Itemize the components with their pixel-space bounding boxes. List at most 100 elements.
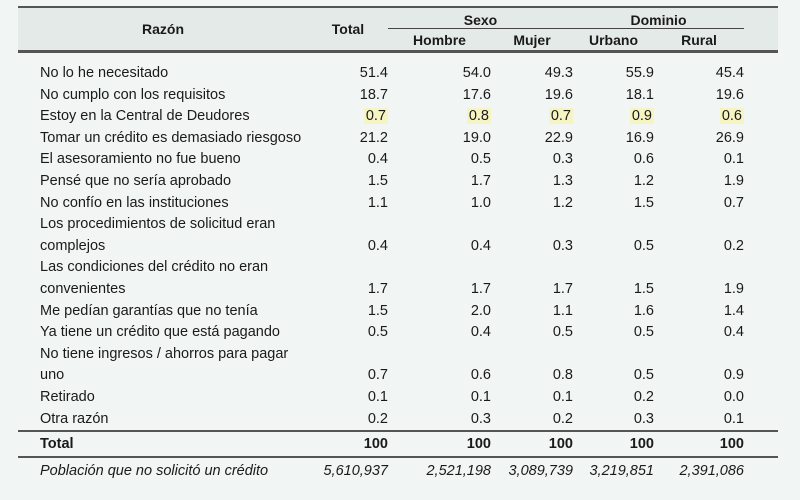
row-value: 18.7	[308, 85, 388, 107]
row-value: 0.6	[573, 149, 654, 171]
cell-value: 1.7	[367, 280, 388, 297]
row-label: No lo he necesitado	[40, 65, 169, 81]
cell-value: 19.6	[544, 86, 573, 103]
cell-value: 0.9	[723, 367, 744, 384]
cell-value: 0.5	[470, 151, 491, 168]
cell-value: 1.7	[470, 280, 491, 297]
row-value: 0.0	[654, 387, 744, 409]
row-value: 1.5	[308, 171, 388, 193]
cell-value: 0.7	[363, 108, 388, 125]
cell-value: 0.2	[552, 410, 573, 427]
cell-value: 0.8	[552, 367, 573, 384]
row-value: 1.4	[654, 301, 744, 323]
row-label: Tomar un crédito es demasiado riesgoso	[40, 129, 302, 146]
cell-value: 21.2	[359, 129, 388, 146]
cell-value: 1.5	[633, 280, 654, 297]
row-value: 0.1	[654, 149, 744, 171]
cell-value: 0.6	[633, 151, 654, 168]
row-value: 0.9	[573, 106, 654, 128]
row-value: 0.1	[308, 387, 388, 409]
row-value: 0.5	[573, 214, 654, 257]
row-value: 19.0	[388, 128, 491, 150]
cell-value: 1.1	[552, 302, 573, 319]
row-value: 21.2	[308, 128, 388, 150]
cell-value: 1.0	[470, 194, 491, 211]
cell-value: 100	[363, 436, 388, 453]
row-value: 0.3	[388, 409, 491, 432]
cell-value: 54.0	[462, 65, 491, 81]
row-value: 1.0	[388, 193, 491, 215]
row-value: 0.3	[573, 409, 654, 432]
cell-value: 1.7	[470, 172, 491, 189]
row-value: 1.7	[308, 257, 388, 300]
cell-value: 26.9	[715, 129, 744, 146]
row-value: 45.4	[654, 63, 744, 85]
cell-value: 0.5	[552, 324, 573, 341]
header-urbano: Urbano	[589, 31, 638, 48]
header-domain-group: Dominio	[573, 7, 744, 30]
reasons-table: Razón Total Sexo Dominio Hombre Mujer Ur…	[18, 6, 778, 484]
row-value: 1.5	[573, 193, 654, 215]
row-label: Pensé que no sería aprobado	[40, 172, 232, 189]
row-value: 0.2	[308, 409, 388, 432]
row-value: 0.4	[308, 214, 388, 257]
row-value: 100	[308, 431, 388, 457]
cell-value: 19.0	[462, 129, 491, 146]
cell-value: 1.2	[633, 172, 654, 189]
row-value: 3,089,739	[491, 457, 573, 484]
row-value: 1.5	[573, 257, 654, 300]
row-value: 54.0	[388, 63, 491, 85]
row-value: 1.5	[308, 301, 388, 323]
header-mujer: Mujer	[513, 31, 551, 48]
row-value: 1.9	[654, 171, 744, 193]
cell-value: 0.5	[367, 324, 388, 341]
row-value: 0.6	[654, 106, 744, 128]
row-value: 0.1	[491, 387, 573, 409]
row-value: 0.5	[388, 149, 491, 171]
table-row: El asesoramiento no fue bueno 0.4 0.5 0.3 0.…	[18, 149, 778, 171]
row-value: 19.6	[491, 85, 573, 107]
cell-value: 0.4	[367, 237, 388, 254]
row-value: 0.5	[573, 344, 654, 387]
row-value: 0.6	[388, 344, 491, 387]
row-value: 100	[388, 431, 491, 457]
row-value: 0.7	[491, 106, 573, 128]
table-row: No lo he necesitado 51.4 54.0 49.3 55.9 45.4	[18, 63, 778, 85]
row-value: 0.4	[308, 149, 388, 171]
row-label: Otra razón	[40, 410, 109, 427]
cell-value: 49.3	[544, 65, 573, 81]
table-row: Las condiciones del crédito no eran conv…	[18, 257, 778, 300]
table-row: No cumplo con los requisitos 18.7 17.6 19.6…	[18, 85, 778, 107]
row-value: 0.2	[654, 214, 744, 257]
header-rural: Rural	[681, 31, 717, 48]
cell-value: 0.7	[723, 194, 744, 211]
row-value: 0.5	[491, 322, 573, 344]
table-row: No confío en las instituciones 1.1 1.0 1.2 1…	[18, 193, 778, 215]
cell-value: 0.2	[367, 410, 388, 427]
cell-value: 18.1	[625, 86, 654, 103]
row-value: 1.7	[491, 257, 573, 300]
cell-value: 0.1	[367, 388, 388, 405]
header-reason: Razón	[142, 21, 184, 37]
row-value: 2.0	[388, 301, 491, 323]
cell-value: 1.1	[367, 194, 388, 211]
table-header: Razón Total Sexo Dominio Hombre Mujer Ur…	[18, 7, 778, 52]
cell-value: 17.6	[462, 86, 491, 103]
row-label: Me pedían garantías que no tenía	[40, 302, 258, 319]
cell-value: 19.6	[715, 86, 744, 103]
row-value: 0.2	[491, 409, 573, 432]
cell-value: 1.4	[723, 302, 744, 319]
row-value: 17.6	[388, 85, 491, 107]
row-value: 0.7	[654, 193, 744, 215]
row-value: 1.2	[573, 171, 654, 193]
row-label: Retirado	[40, 388, 95, 405]
row-value: 0.1	[388, 387, 491, 409]
cell-value: 0.6	[470, 367, 491, 384]
cell-value: 0.3	[552, 237, 573, 254]
row-value: 1.3	[491, 171, 573, 193]
table-row: Me pedían garantías que no tenía 1.5 2.0 1.…	[18, 301, 778, 323]
row-value: 51.4	[308, 63, 388, 85]
row-value: 22.9	[491, 128, 573, 150]
cell-value: 3,219,851	[589, 463, 654, 480]
row-value: 1.7	[388, 171, 491, 193]
